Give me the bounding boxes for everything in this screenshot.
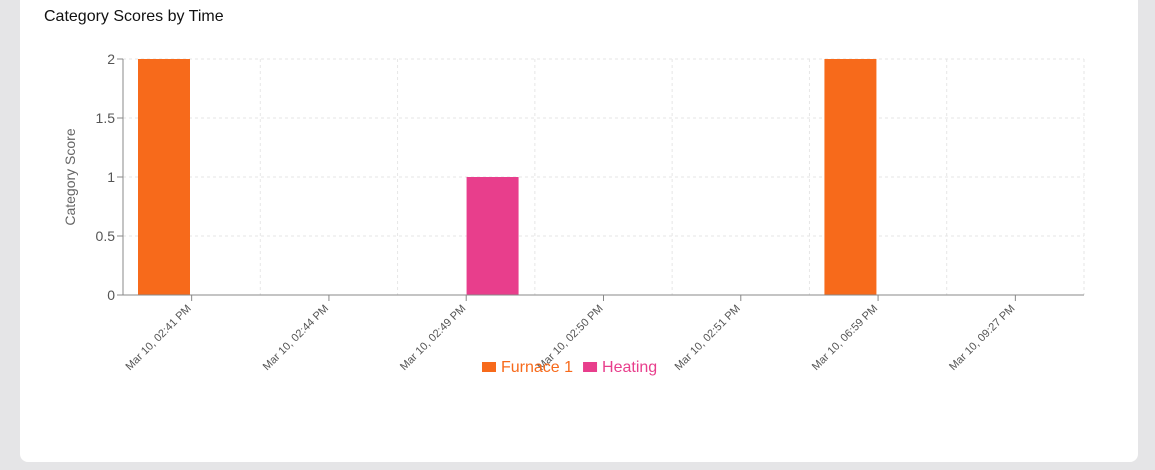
x-tick-label: Mar 10, 02:44 PM <box>261 303 331 373</box>
bars <box>138 59 877 295</box>
y-tick-label: 1.5 <box>96 110 116 126</box>
legend-label: Heating <box>602 359 657 376</box>
x-tick-label: Mar 10, 02:41 PM <box>123 303 193 373</box>
bar-heating <box>466 177 519 295</box>
y-tick-labels: 0 0.5 1 1.5 2 <box>96 51 116 303</box>
legend-label: Furnace 1 <box>501 359 573 376</box>
y-tick-label: 2 <box>107 51 115 67</box>
x-tick-label: Mar 10, 02:49 PM <box>398 303 468 373</box>
axes <box>117 58 1084 301</box>
chart-title: Category Scores by Time <box>44 8 224 25</box>
legend-swatch <box>482 362 496 372</box>
x-tick-label: Mar 10, 02:51 PM <box>673 303 743 373</box>
legend: Furnace 1 Heating <box>482 359 657 376</box>
bar-furnace-1 <box>138 59 190 295</box>
y-tick-label: 1 <box>107 169 115 185</box>
legend-swatch <box>583 362 598 372</box>
y-tick-label: 0 <box>107 287 115 303</box>
y-axis-title: Category Score <box>62 128 78 225</box>
bar-furnace-1 <box>824 59 877 295</box>
grid <box>123 58 1085 295</box>
x-tick-label: Mar 10, 09:27 PM <box>947 303 1017 373</box>
y-tick-label: 0.5 <box>96 228 116 244</box>
chart-card <box>20 0 1138 462</box>
x-tick-label: Mar 10, 06:59 PM <box>810 303 880 373</box>
